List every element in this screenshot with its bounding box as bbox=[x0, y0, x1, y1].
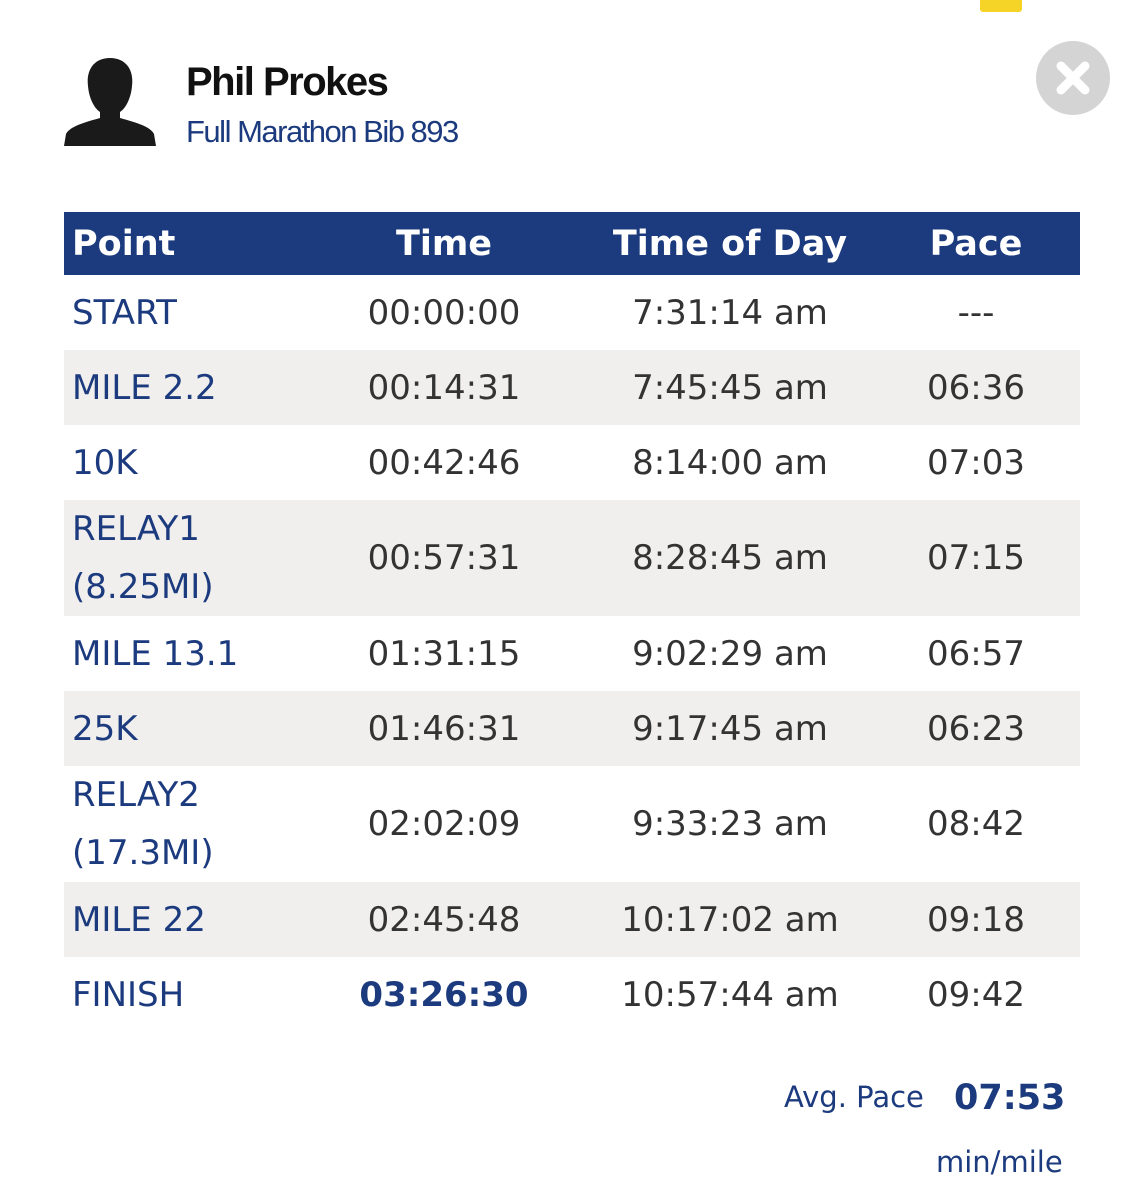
column-header: Time of Day bbox=[588, 212, 872, 275]
split-row: RELAY1 (8.25MI) 00:57:31 8:28:45 am 07:15 bbox=[64, 500, 1080, 616]
cell: START bbox=[72, 292, 177, 333]
split-row: 10K 00:42:46 8:14:00 am 07:03 bbox=[64, 425, 1080, 500]
cell: 07:15 bbox=[872, 500, 1080, 616]
splits-table: Point Time Time of Day Pace START 00:00:00 7:… bbox=[64, 212, 1080, 1032]
cell: 00:42:46 bbox=[367, 442, 521, 483]
cell: 00:57:31 bbox=[300, 500, 588, 616]
cell: 01:31:15 bbox=[367, 633, 521, 674]
cell: 02:02:09 bbox=[367, 804, 521, 844]
cell: 02:45:48 bbox=[300, 882, 588, 957]
cell: --- bbox=[957, 292, 995, 333]
cell: 07:03 bbox=[927, 442, 1025, 483]
cell: MILE 13.1 bbox=[72, 633, 239, 674]
cell: 10K bbox=[72, 442, 138, 483]
runner-name: Phil Prokes bbox=[186, 60, 389, 104]
cell: FINISH bbox=[72, 974, 185, 1015]
cell: 00:00:00 bbox=[367, 292, 521, 333]
column-header: Point bbox=[64, 212, 300, 275]
cell: 9:02:29 am bbox=[632, 633, 828, 674]
cell: 06:36 bbox=[872, 350, 1080, 425]
table-header: Point Time Time of Day Pace bbox=[64, 212, 1080, 275]
avg-pace-value: 07:53 bbox=[954, 1078, 1066, 1118]
cell: 10:57:44 am bbox=[621, 974, 839, 1015]
split-row: FINISH 03:26:30 10:57:44 am 09:42 bbox=[64, 957, 1080, 1032]
split-row: START 00:00:00 7:31:14 am --- bbox=[64, 275, 1080, 350]
cell: MILE 2.2 bbox=[64, 350, 300, 425]
avatar bbox=[64, 58, 156, 146]
close-button[interactable] bbox=[1035, 40, 1111, 116]
cell: 09:18 bbox=[872, 882, 1080, 957]
cell: MILE 22 bbox=[64, 882, 300, 957]
cell: 7:31:14 am bbox=[632, 292, 828, 333]
split-row: MILE 22 02:45:48 10:17:02 am 09:18 bbox=[64, 882, 1080, 957]
cell: RELAY1 (8.25MI) bbox=[64, 500, 300, 616]
cell: 00:14:31 bbox=[300, 350, 588, 425]
cell: 01:46:31 bbox=[300, 691, 588, 766]
cell: 25K bbox=[64, 691, 300, 766]
cell: 9:33:23 am bbox=[632, 804, 828, 844]
cell: 06:23 bbox=[872, 691, 1080, 766]
cell: 8:28:45 am bbox=[588, 500, 872, 616]
avg-pace-label: Avg. Pace bbox=[784, 1080, 924, 1114]
cell: 03:26:30 bbox=[359, 974, 529, 1015]
column-header: Pace bbox=[872, 212, 1080, 275]
cell: RELAY2 (17.3MI) bbox=[72, 775, 214, 873]
tab-marker bbox=[980, 0, 1022, 12]
split-row: RELAY2 (17.3MI) 02:02:09 9:33:23 am 08:42 bbox=[64, 766, 1080, 882]
runner-subtitle: Full Marathon Bib 893 bbox=[186, 114, 459, 149]
avg-pace-unit: min/mile bbox=[936, 1145, 1063, 1179]
split-row: 25K 01:46:31 9:17:45 am 06:23 bbox=[64, 691, 1080, 766]
cell: 7:45:45 am bbox=[588, 350, 872, 425]
cell: 8:14:00 am bbox=[632, 442, 828, 483]
cell: 06:57 bbox=[927, 633, 1025, 674]
cell: 9:17:45 am bbox=[588, 691, 872, 766]
cell: 10:17:02 am bbox=[588, 882, 872, 957]
split-row: MILE 13.1 01:31:15 9:02:29 am 06:57 bbox=[64, 616, 1080, 691]
cell: 09:42 bbox=[927, 974, 1025, 1015]
cell: 08:42 bbox=[927, 804, 1025, 844]
split-row: MILE 2.2 00:14:31 7:45:45 am 06:36 bbox=[64, 350, 1080, 425]
column-header: Time bbox=[300, 212, 588, 275]
